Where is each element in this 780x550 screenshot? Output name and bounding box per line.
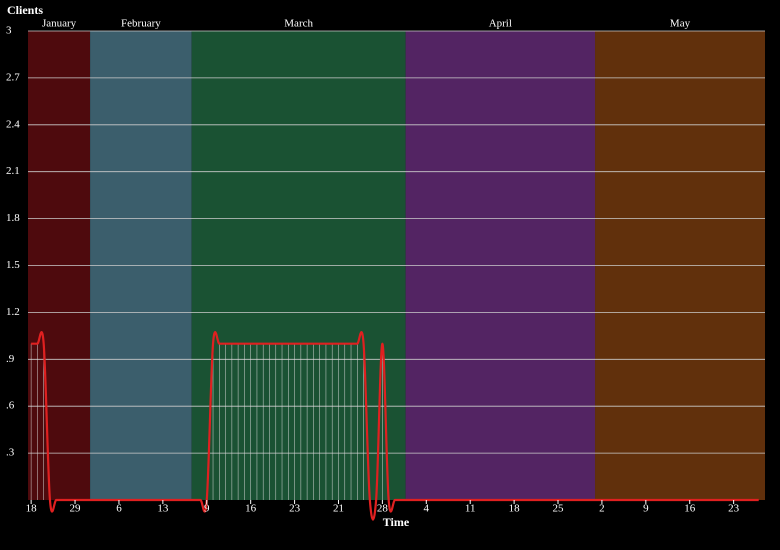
x-tick-label: 11 xyxy=(465,503,476,515)
x-tick-label: 18 xyxy=(26,503,38,515)
y-axis-title: Clients xyxy=(7,3,43,17)
x-tick-label: 28 xyxy=(377,503,389,515)
y-tick-label: 2.7 xyxy=(6,71,20,83)
x-tick-label: 18 xyxy=(509,503,521,515)
y-tick-label: 1.2 xyxy=(6,306,20,318)
x-tick-label: 16 xyxy=(245,503,257,515)
lines xyxy=(31,331,759,521)
y-tick-label: 1.5 xyxy=(6,259,20,271)
x-axis-title: Time xyxy=(383,515,410,529)
x-tick-label: 29 xyxy=(70,503,82,515)
x-tick-label: 23 xyxy=(289,503,301,515)
month-label: May xyxy=(670,18,691,30)
month-label: January xyxy=(42,18,77,30)
y-tick-label: 2.4 xyxy=(6,118,20,130)
x-tick-label: 6 xyxy=(116,503,122,515)
grid xyxy=(28,30,765,454)
month-label: April xyxy=(489,18,512,30)
y-tick-label: 1.8 xyxy=(6,212,20,224)
x-tick-label: 25 xyxy=(553,503,565,515)
drops xyxy=(30,343,383,500)
x-tick-label: 13 xyxy=(157,503,169,515)
x-tick-label: 9 xyxy=(643,503,649,515)
y-tick-label: 3 xyxy=(6,25,12,37)
labels: January February March April May .3 .6 .9 1.2 1.5… xyxy=(6,18,740,515)
month-label: February xyxy=(121,18,161,30)
y-tick-label: .9 xyxy=(6,353,15,365)
x-tick-label: 4 xyxy=(424,503,430,515)
x-tick-label: 9 xyxy=(204,503,210,515)
y-tick-label: 2.1 xyxy=(6,165,20,177)
y-tick-label: .6 xyxy=(6,400,15,412)
x-tick-label: 16 xyxy=(684,503,696,515)
x-tick-label: 2 xyxy=(599,503,605,515)
x-tick-label: 23 xyxy=(728,503,740,515)
month-label: March xyxy=(284,18,313,30)
y-tick-label: .3 xyxy=(6,447,15,459)
series-line xyxy=(31,331,759,521)
x-tick-label: 21 xyxy=(333,503,344,515)
